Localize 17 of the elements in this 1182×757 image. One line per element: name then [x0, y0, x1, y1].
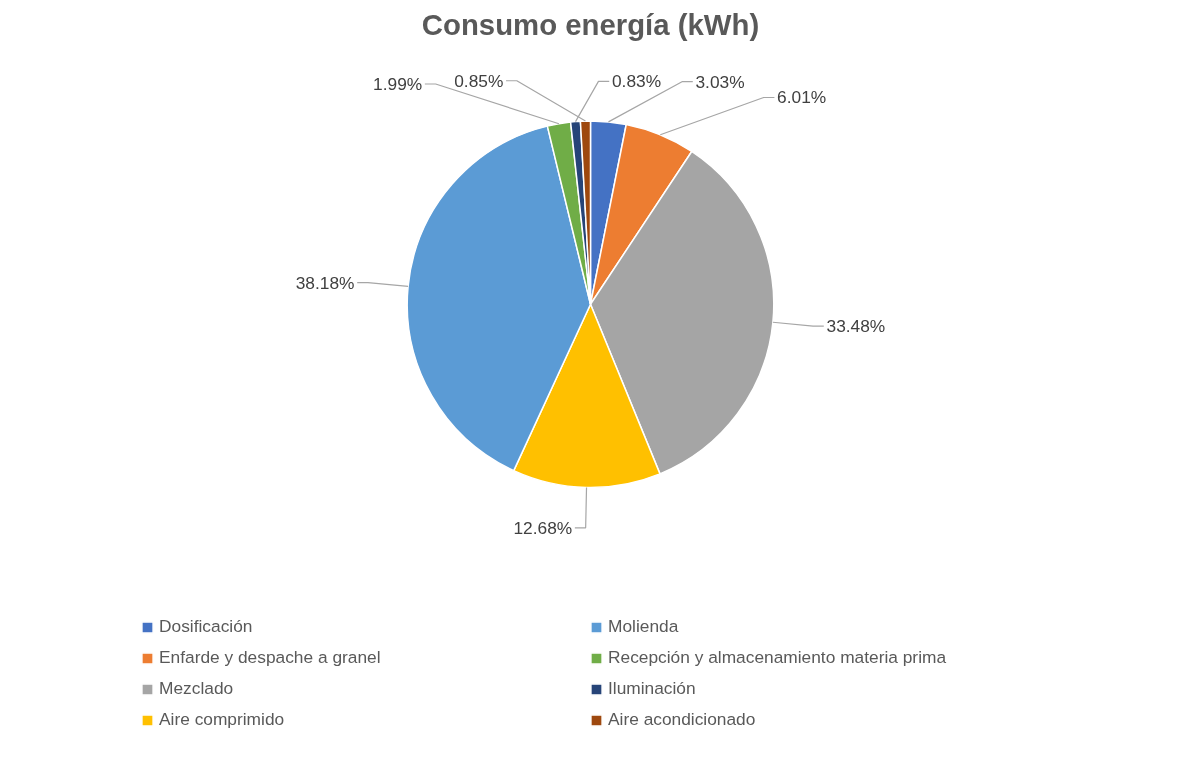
- data-label: 6.01%: [777, 87, 827, 108]
- data-label: 3.03%: [695, 71, 745, 92]
- legend-label: Mezclado: [159, 678, 235, 699]
- data-label: 12.68%: [513, 517, 573, 538]
- legend-label: Dosificación: [159, 616, 254, 637]
- legend-label: Molienda: [608, 616, 680, 637]
- data-label: 38.18%: [295, 272, 355, 293]
- legend-label: Recepción y almacenamiento materia prima: [608, 647, 948, 668]
- data-label: 1.99%: [373, 73, 423, 94]
- legend-label: Enfarde y despache a granel: [159, 647, 382, 668]
- legend-label: Aire comprimido: [159, 709, 286, 730]
- data-label: 0.85%: [454, 70, 504, 91]
- data-label: 0.83%: [611, 71, 662, 92]
- legend-label: Iluminación: [608, 678, 697, 699]
- chart-title: Consumo energía (kWh): [421, 7, 760, 41]
- data-label: 33.48%: [826, 316, 886, 337]
- legend-label: Aire acondicionado: [608, 709, 757, 730]
